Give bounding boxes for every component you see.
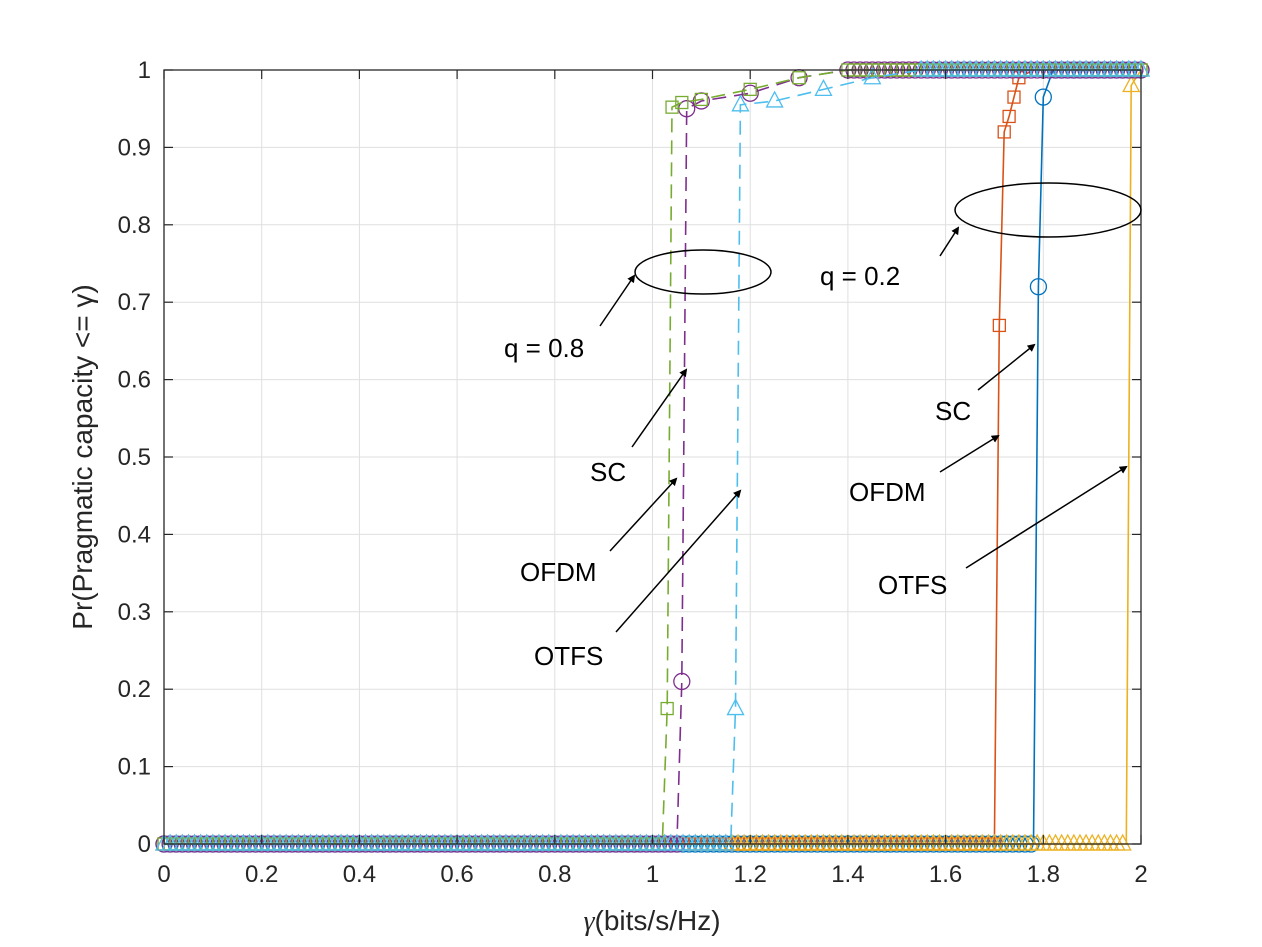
q08-arrow (599, 274, 636, 327)
y-tick-label: 0.4 (118, 521, 151, 548)
series-5 (154, 59, 1151, 851)
y-tick-label: 0.9 (118, 134, 151, 161)
data-point-marker (665, 100, 679, 114)
otfs-right-label: OTFS (878, 570, 947, 600)
data-point-marker (1002, 109, 1016, 124)
sc-left-arrow (631, 368, 688, 448)
data-point-marker (716, 833, 735, 851)
annotations: q = 0.8 q = 0.2 SC OFDM OTFS SC OFDM OTF… (504, 182, 1142, 671)
otfs-right-arrow (965, 465, 1128, 569)
data-point-marker (1007, 90, 1021, 104)
ofdm-left-arrow (609, 477, 678, 552)
x-axis-label: γ(bits/s/Hz) (583, 905, 720, 937)
data-point-marker (673, 672, 691, 691)
data-point-marker (992, 318, 1006, 333)
x-axis-unit: (bits/s/Hz) (595, 905, 721, 936)
series-line (164, 69, 1141, 845)
ofdm-left-label: OFDM (520, 557, 597, 587)
data-point-marker (997, 125, 1011, 139)
x-tick-label: 0 (157, 861, 170, 888)
x-tick-label: 1.4 (831, 861, 864, 888)
x-tick-label: 1 (646, 861, 659, 888)
data-point-marker (792, 71, 806, 85)
sc-right-arrow (977, 343, 1036, 391)
data-point-marker (863, 67, 882, 85)
data-point-marker (660, 701, 674, 716)
data-point-marker (814, 78, 833, 96)
otfs-left-arrow (615, 489, 742, 633)
sc-left-label: SC (590, 457, 626, 487)
data-point-marker (731, 94, 750, 112)
x-tick-label: 1.8 (1027, 861, 1060, 888)
y-tick-label: 0.7 (118, 289, 151, 316)
data-point-marker (1122, 75, 1141, 93)
data-point-marker (694, 92, 708, 107)
data-point-marker (741, 84, 759, 102)
x-axis-symbol: γ (583, 906, 595, 937)
data-point-marker (765, 90, 784, 108)
data-point-marker (1029, 278, 1048, 296)
y-tick-label: 0.8 (118, 212, 151, 239)
data-point-marker (1034, 88, 1052, 106)
x-tick-label: 1.6 (929, 861, 962, 888)
data-point-marker (743, 82, 757, 96)
y-axis-label: Pr(Pragmatic capacity <= γ) (67, 284, 98, 629)
x-tick-label: 1.2 (734, 861, 767, 888)
x-tick-label: 0.2 (245, 861, 278, 888)
y-tick-label: 0.3 (118, 599, 151, 626)
y-tick-label: 1 (138, 57, 151, 84)
y-tick-label: 0.6 (118, 367, 151, 394)
y-tick-label: 0.2 (118, 676, 151, 703)
data-point-marker (1113, 833, 1132, 851)
series-line (164, 69, 1141, 845)
q08-ellipse (634, 249, 772, 295)
q02-ellipse (954, 182, 1142, 238)
axis-ticks: 0 0.2 0.4 0.6 0.8 1 1.2 1.4 1.6 1.8 2 0 0.1 0.2 0.3 0.4… (118, 57, 1148, 888)
data-point-marker (726, 698, 745, 716)
data-point-marker (675, 95, 689, 110)
x-tick-label: 0.4 (343, 861, 376, 888)
x-tick-label: 2 (1134, 861, 1147, 888)
ofdm-right-arrow (939, 434, 1000, 473)
y-tick-label: 0.5 (118, 444, 151, 471)
otfs-left-label: OTFS (534, 641, 603, 671)
q02-label: q = 0.2 (820, 261, 900, 291)
x-tick-label: 0.8 (538, 861, 571, 888)
y-tick-label: 0.1 (118, 754, 151, 781)
q08-label: q = 0.8 (504, 333, 584, 363)
grid-lines (163, 69, 1142, 845)
x-tick-label: 0.6 (440, 861, 473, 888)
ofdm-right-label: OFDM (849, 477, 926, 507)
sc-right-label: SC (935, 396, 971, 426)
q02-arrow (939, 226, 960, 257)
y-tick-label: 0 (138, 831, 151, 858)
